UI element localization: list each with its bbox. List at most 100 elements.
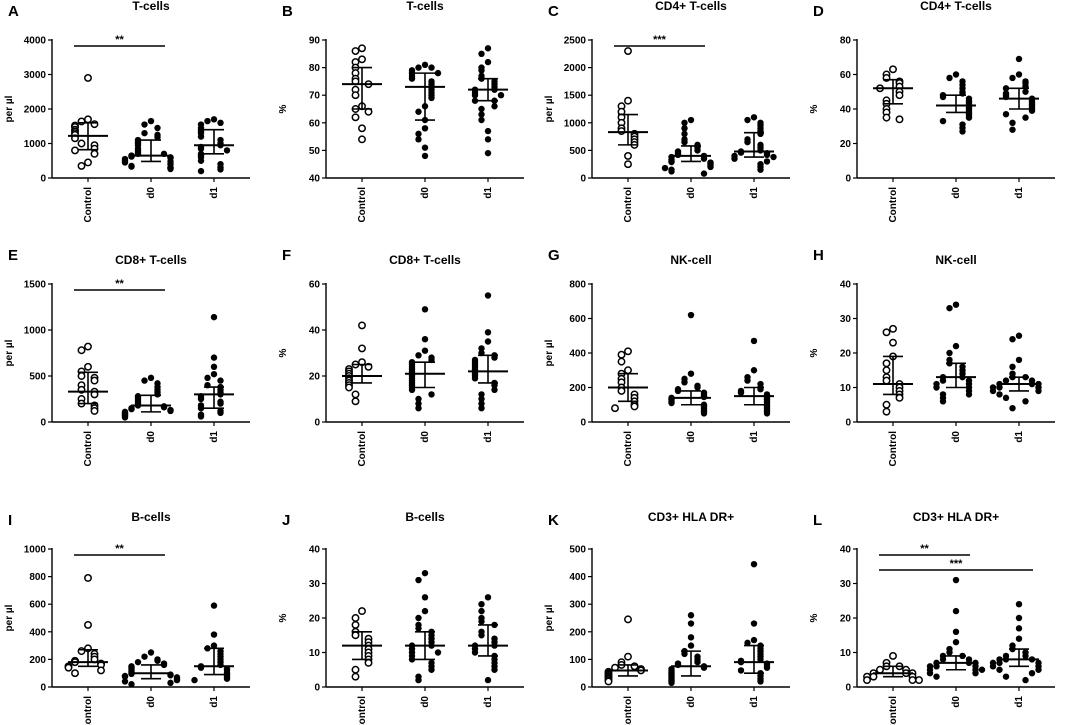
y-tick-label: 1000: [564, 118, 587, 129]
data-point: [84, 115, 92, 124]
data-point: [1015, 332, 1023, 339]
y-tick-label: 40: [840, 105, 852, 116]
data-point: [750, 337, 758, 345]
data-point: [763, 151, 771, 159]
data-point: [217, 166, 224, 173]
data-point: [604, 677, 613, 686]
data-point: [428, 666, 435, 673]
data-point: [77, 346, 86, 355]
data-point: [478, 67, 485, 74]
data-point: [630, 662, 639, 671]
data-point: [154, 134, 161, 141]
data-point: [757, 147, 764, 154]
panel-k: K CD3+ HLA DR+ 0 100 200 300 400 500 per µl Contr…: [544, 510, 790, 725]
data-point: [415, 625, 422, 632]
data-point: [491, 666, 498, 673]
data-point: [421, 607, 429, 615]
data-point: [217, 119, 224, 127]
data-point: [210, 313, 218, 321]
data-point: [217, 377, 224, 384]
data-point: [141, 377, 148, 384]
data-point: [863, 676, 871, 685]
data-point: [996, 659, 1003, 667]
x-tick-label: d1: [749, 696, 760, 708]
data-point: [160, 661, 168, 669]
data-point: [895, 115, 904, 124]
panel-letter: L: [813, 512, 822, 529]
y-axis-label: %: [809, 104, 820, 113]
data-point: [128, 153, 135, 160]
data-point: [996, 666, 1003, 673]
data-point: [173, 676, 181, 684]
data-point: [674, 387, 682, 395]
panel-letter: G: [548, 247, 560, 264]
series-d1: [989, 601, 1042, 684]
data-point: [415, 136, 422, 143]
data-point: [434, 69, 442, 77]
y-tick-label: 3000: [24, 70, 47, 81]
data-point: [744, 138, 751, 146]
y-tick-label: 400: [29, 627, 46, 638]
data-point: [694, 658, 701, 666]
y-tick-label: 0: [580, 418, 586, 429]
y-tick-label: 20: [840, 349, 852, 360]
x-tick-label: Control: [357, 431, 368, 467]
data-point: [952, 301, 960, 308]
y-tick-label: 100: [569, 655, 586, 666]
data-point: [77, 372, 86, 380]
data-point: [1009, 119, 1016, 127]
data-point: [989, 387, 997, 395]
data-point: [763, 410, 771, 417]
y-tick-label: 10: [840, 383, 852, 394]
data-point: [351, 397, 360, 406]
significance-label: ***: [653, 34, 667, 46]
data-point: [217, 400, 224, 407]
data-point: [939, 377, 947, 384]
series-control: [608, 347, 648, 413]
y-tick-label: 40: [840, 545, 852, 556]
data-point: [223, 675, 231, 682]
data-point: [128, 163, 135, 170]
x-tick-label: Control: [357, 187, 368, 223]
data-point: [1009, 126, 1016, 133]
x-tick-label: d1: [483, 696, 494, 708]
data-point: [351, 614, 360, 622]
x-tick-label: Control: [357, 696, 368, 725]
data-point: [351, 113, 360, 122]
data-point: [147, 117, 155, 125]
data-point: [484, 149, 492, 157]
data-point: [421, 569, 429, 577]
x-tick-label: d0: [951, 431, 962, 443]
data-point: [478, 105, 485, 113]
data-point: [197, 413, 205, 420]
data-point: [1015, 614, 1023, 622]
y-tick-label: 20: [840, 139, 852, 150]
data-point: [939, 398, 947, 405]
y-tick-label: 1000: [24, 139, 47, 150]
series-d0: [926, 576, 986, 680]
data-point: [933, 673, 940, 680]
y-axis-label: per µl: [4, 604, 15, 631]
y-axis-label: per µl: [4, 339, 15, 366]
data-point: [687, 642, 695, 649]
panel-d: D CD4+ T-cells 0 20 40 60 80% Control d0 d1: [809, 0, 1055, 223]
y-tick-label: 30: [840, 314, 852, 325]
data-point: [428, 64, 435, 71]
data-point: [1015, 55, 1023, 63]
y-tick-label: 80: [840, 36, 852, 47]
data-point: [415, 676, 422, 684]
y-axis-label: per µl: [544, 95, 555, 122]
data-point: [351, 390, 360, 399]
data-point: [408, 75, 416, 82]
y-tick-label: 0: [580, 683, 586, 694]
data-point: [84, 574, 92, 582]
x-tick-label: d0: [686, 187, 697, 199]
panel-title: CD8+ T-cells: [389, 253, 461, 267]
y-tick-label: 2000: [24, 105, 47, 116]
series-d0: [121, 117, 174, 173]
data-point: [217, 409, 224, 416]
x-tick-label: d0: [420, 696, 431, 708]
data-point: [694, 147, 701, 154]
y-axis-label: %: [278, 348, 289, 357]
